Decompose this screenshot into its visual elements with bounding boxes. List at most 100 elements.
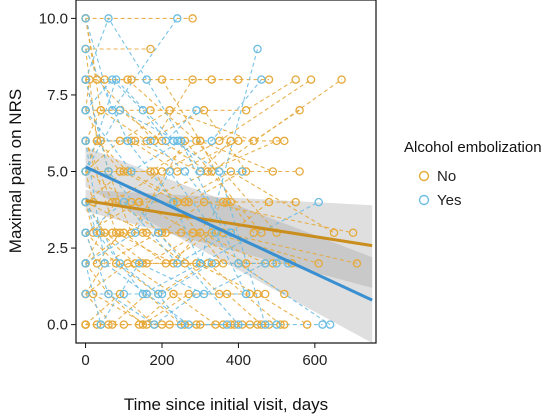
point-no-27-3 bbox=[169, 289, 178, 299]
point-no-6-3 bbox=[249, 136, 258, 146]
point-no-32-2 bbox=[192, 259, 201, 268]
point-yes-6-1 bbox=[92, 228, 102, 238]
x-tick-label-0: 0 bbox=[81, 352, 89, 369]
legend-label-yes: Yes bbox=[437, 192, 461, 209]
point-no-37-1 bbox=[146, 44, 155, 54]
point-no-8-4 bbox=[329, 228, 339, 238]
point-yes-1-2 bbox=[169, 197, 178, 207]
trajectory-yes-15 bbox=[85, 170, 247, 295]
x-axis-title: Time since initial visit, days bbox=[124, 395, 328, 414]
point-no-30-5 bbox=[280, 289, 289, 299]
trajectory-no-18 bbox=[85, 140, 285, 173]
point-yes-14-2 bbox=[157, 289, 167, 299]
y-tick-label-1: 2.5 bbox=[47, 240, 68, 257]
point-no-3-3 bbox=[241, 106, 251, 115]
point-yes-12-0 bbox=[81, 75, 90, 84]
point-no-35-2 bbox=[115, 167, 125, 176]
trajectory-no-4 bbox=[85, 79, 312, 203]
point-yes-10-2 bbox=[173, 136, 182, 146]
point-yes-11-3 bbox=[180, 167, 190, 176]
point-yes-3-4 bbox=[325, 320, 335, 329]
point-yes-4-1 bbox=[100, 259, 109, 268]
point-yes-2-1 bbox=[104, 167, 113, 176]
legend-swatch-no bbox=[418, 170, 430, 182]
point-yes-15-2 bbox=[165, 167, 174, 176]
point-no-33-2 bbox=[195, 136, 205, 146]
point-yes-4-2 bbox=[142, 289, 151, 299]
point-yes-13-3 bbox=[161, 136, 171, 146]
point-yes-15-4 bbox=[241, 289, 251, 299]
point-no-8-3 bbox=[226, 167, 236, 176]
point-no-34-1 bbox=[142, 228, 151, 238]
point-yes-16-3 bbox=[176, 320, 186, 329]
point-yes-14-4 bbox=[272, 259, 281, 268]
data-points bbox=[81, 14, 362, 329]
y-axis-title: Maximal pain on NRS bbox=[6, 89, 25, 253]
fit-lines bbox=[84, 165, 373, 302]
trajectory-no-34 bbox=[85, 201, 270, 234]
point-no-26-2 bbox=[169, 259, 178, 268]
point-no-29-4 bbox=[295, 167, 304, 176]
point-no-34-2 bbox=[176, 228, 186, 238]
y-tick-label-2: 5.0 bbox=[47, 164, 68, 181]
point-yes-16-4 bbox=[222, 320, 232, 329]
point-yes-8-1 bbox=[104, 289, 113, 299]
point-no-21-4 bbox=[199, 197, 209, 207]
y-tick-label-3: 7.5 bbox=[47, 87, 68, 104]
point-no-25-1 bbox=[96, 106, 106, 115]
point-no-2-2 bbox=[123, 75, 132, 84]
trajectory-yes-8 bbox=[85, 232, 247, 326]
point-no-27-5 bbox=[245, 320, 255, 329]
point-no-39-2 bbox=[165, 320, 174, 329]
point-yes-7-2 bbox=[173, 259, 182, 268]
point-yes-14-3 bbox=[207, 259, 216, 268]
trajectory-no-5 bbox=[85, 79, 342, 203]
point-no-6-2 bbox=[165, 106, 174, 115]
point-no-27-4 bbox=[211, 320, 220, 329]
x-tick-label-200: 200 bbox=[149, 352, 174, 369]
point-no-23-3 bbox=[207, 228, 216, 238]
point-no-39-3 bbox=[195, 320, 205, 329]
point-no-32-1 bbox=[138, 259, 148, 268]
point-yes-2-3 bbox=[234, 320, 243, 329]
y-tick-label-4: 10.0 bbox=[39, 10, 68, 27]
point-yes-15-1 bbox=[130, 228, 140, 238]
point-no-29-2 bbox=[184, 197, 193, 207]
point-yes-1-4 bbox=[253, 44, 262, 54]
point-yes-14-0 bbox=[81, 289, 90, 299]
point-yes-11-2 bbox=[146, 136, 155, 146]
point-yes-5-3 bbox=[215, 167, 224, 176]
point-no-0-3 bbox=[188, 75, 197, 84]
point-no-10-4 bbox=[276, 320, 285, 329]
point-no-23-4 bbox=[314, 259, 323, 268]
point-yes-16-2 bbox=[153, 289, 163, 299]
point-yes-11-0 bbox=[81, 136, 90, 146]
point-no-30-1 bbox=[108, 228, 117, 238]
point-yes-13-4 bbox=[192, 106, 201, 115]
trajectory-yes-0 bbox=[85, 18, 178, 112]
point-yes-5-4 bbox=[260, 320, 270, 329]
point-yes-9-4 bbox=[260, 259, 270, 268]
trajectory-no-8 bbox=[85, 170, 335, 234]
y-tick-label-0: 0.0 bbox=[47, 317, 68, 334]
point-no-15-1 bbox=[92, 320, 102, 329]
point-no-6-4 bbox=[295, 106, 304, 115]
point-no-19-2 bbox=[127, 136, 136, 146]
point-no-28-4 bbox=[222, 197, 232, 207]
fit-line-yes bbox=[84, 165, 373, 302]
point-no-31-2 bbox=[157, 136, 167, 146]
point-no-11-2 bbox=[138, 320, 148, 329]
point-no-32-3 bbox=[253, 289, 262, 299]
point-yes-1-0 bbox=[81, 44, 90, 54]
fit-line-no bbox=[85, 199, 373, 248]
point-no-34-4 bbox=[264, 197, 274, 207]
point-yes-6-4 bbox=[314, 197, 323, 207]
point-yes-13-0 bbox=[81, 106, 90, 115]
point-no-16-3 bbox=[180, 320, 190, 329]
point-no-20-2 bbox=[146, 167, 155, 176]
point-no-25-2 bbox=[142, 136, 151, 146]
point-yes-9-1 bbox=[96, 320, 106, 329]
x-tick-label-400: 400 bbox=[226, 352, 251, 369]
point-yes-16-1 bbox=[115, 259, 125, 268]
point-no-22-2 bbox=[188, 228, 197, 238]
